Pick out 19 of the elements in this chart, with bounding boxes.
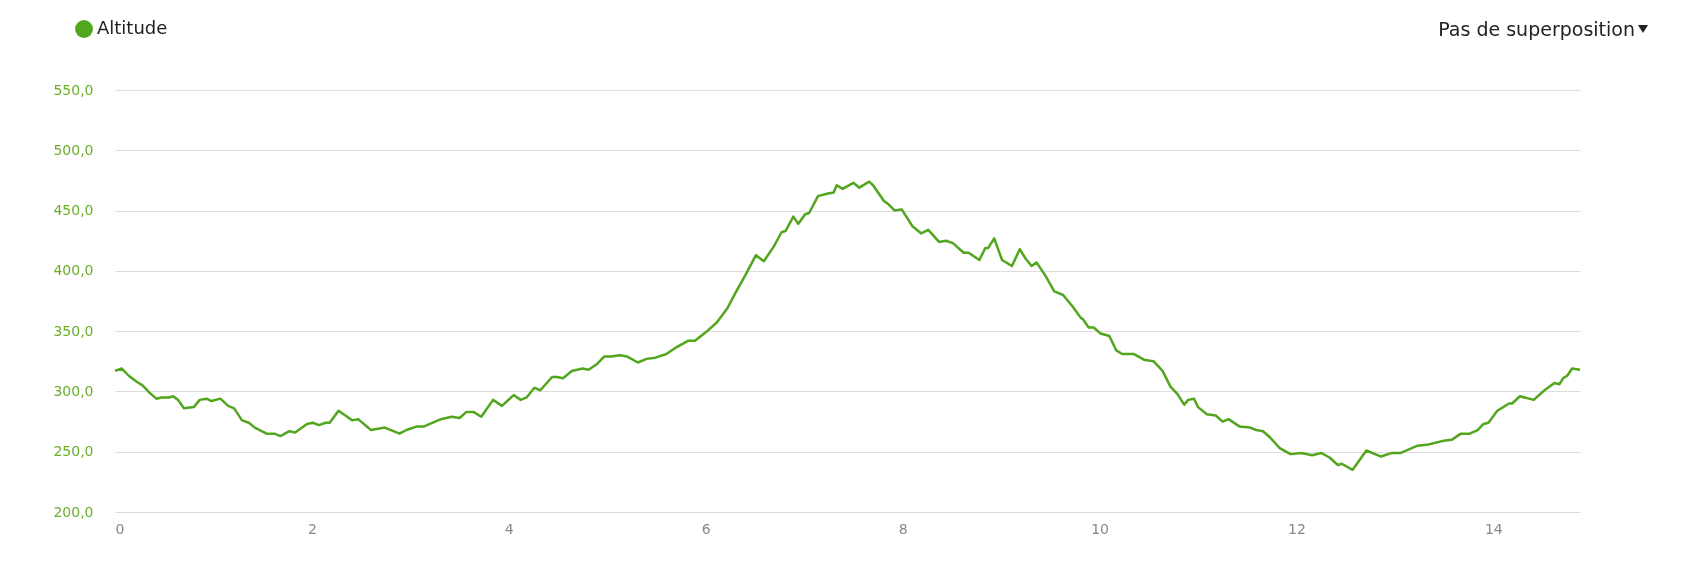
legend-label: Altitude — [97, 17, 168, 38]
text: Pas de superposition — [1438, 18, 1635, 40]
x-tick-label: 4 — [504, 520, 514, 537]
x-tick-label: 14 — [1484, 520, 1503, 537]
y-tick-label: 200,0 — [53, 503, 94, 520]
y-tick-label: 450,0 — [53, 202, 94, 219]
y-tick-label: 550,0 — [53, 81, 94, 98]
y-tick-label: 500,0 — [53, 141, 94, 158]
x-tick-label: 10 — [1091, 520, 1109, 537]
y-tick-label: 400,0 — [53, 262, 94, 279]
x-tick-label: 12 — [1288, 520, 1306, 537]
line-series — [113, 180, 1582, 472]
x-tick-label: 6 — [701, 520, 711, 537]
x-tick-label: 8 — [898, 520, 908, 537]
y-tick-label: 250,0 — [53, 443, 94, 460]
y-tick-label: 350,0 — [53, 322, 94, 339]
x-tick-label: 0 — [115, 520, 125, 537]
y-tick-label: 300,0 — [53, 382, 94, 399]
x-tick-label: 2 — [307, 520, 317, 537]
